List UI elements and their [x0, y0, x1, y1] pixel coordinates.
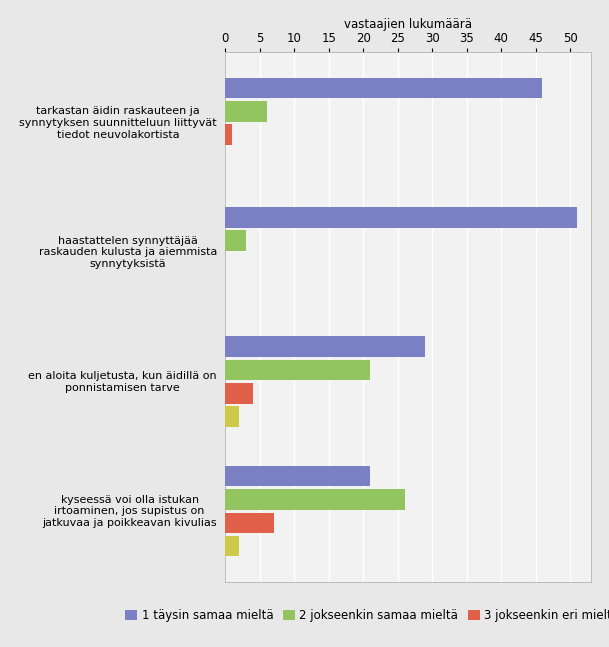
X-axis label: vastaajien lukumäärä: vastaajien lukumäärä	[344, 17, 472, 30]
Bar	[225, 336, 425, 357]
Bar	[225, 383, 253, 404]
Bar	[225, 360, 370, 380]
Legend: 1 täysin samaa mieltä, 2 jokseenkin samaa mieltä, 3 jokseenkin eri mieltä, 4 täy: 1 täysin samaa mieltä, 2 jokseenkin sama…	[125, 609, 609, 622]
Bar	[225, 406, 239, 427]
Bar	[225, 101, 267, 122]
Bar	[225, 230, 246, 251]
Bar	[225, 536, 239, 556]
Bar	[225, 466, 370, 487]
Bar	[225, 124, 232, 145]
Bar	[225, 489, 404, 510]
Bar	[225, 78, 543, 98]
Bar	[225, 512, 273, 533]
Bar	[225, 207, 577, 228]
